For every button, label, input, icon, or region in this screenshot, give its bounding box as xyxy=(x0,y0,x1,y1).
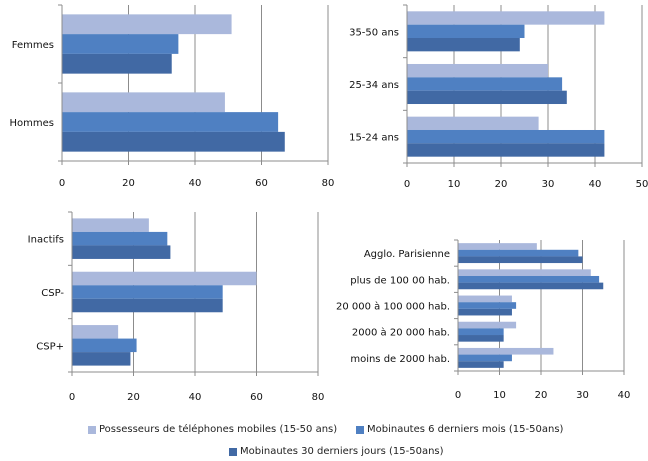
x-tick-label: 80 xyxy=(322,178,335,189)
x-tick-label: 20 xyxy=(127,392,140,403)
bar xyxy=(407,63,548,78)
legend-item-series2: Mobinautes 6 derniers mois (15-50ans) xyxy=(356,424,563,435)
legend-label-series3: Mobinautes 30 derniers jours (15-50ans) xyxy=(240,446,444,457)
bar xyxy=(407,90,567,105)
bar xyxy=(72,352,131,366)
x-tick-label: 10 xyxy=(448,179,461,190)
chart-gender: 0 20 40 60 80 Femmes Hommes xyxy=(10,4,335,189)
bar xyxy=(62,112,279,132)
legend-label-series1: Possesseurs de téléphones mobiles (15-50… xyxy=(99,424,338,435)
bar xyxy=(458,282,604,290)
x-tick-label: 0 xyxy=(69,392,75,403)
bar xyxy=(72,325,119,339)
category-label: 35-50 ans xyxy=(349,27,399,38)
bar xyxy=(458,354,512,362)
x-tick-label: 40 xyxy=(189,392,202,403)
bar xyxy=(407,143,605,157)
bar xyxy=(62,34,179,54)
bar xyxy=(458,243,537,250)
bar xyxy=(458,308,512,316)
bar xyxy=(407,129,605,144)
category-label: Agglo. Parisienne xyxy=(364,249,450,260)
bar xyxy=(407,116,539,130)
x-tick-label: 0 xyxy=(404,179,410,190)
legend-item-series3: Mobinautes 30 derniers jours (15-50ans) xyxy=(229,446,444,457)
chart-csp: 0 20 40 60 80 Inactifs CSP- CSP+ xyxy=(28,211,325,403)
legend-label-series2: Mobinautes 6 derniers mois (15-50ans) xyxy=(367,424,564,435)
x-tick-label: 20 xyxy=(122,178,135,189)
bar xyxy=(458,361,504,368)
x-tick-label: 60 xyxy=(250,392,263,403)
bar xyxy=(62,14,232,35)
bar xyxy=(72,218,149,232)
x-tick-label: 0 xyxy=(59,178,65,189)
bar xyxy=(72,245,171,259)
category-label: 25-34 ans xyxy=(349,80,399,91)
chart-agglomeration: 0 10 20 30 40 Agglo. Parisienne plus de 100 00… xyxy=(336,239,631,401)
x-tick-label: 20 xyxy=(495,179,508,190)
category-label: Hommes xyxy=(10,118,54,129)
legend-swatch-series2 xyxy=(356,425,364,434)
category-label: 15-24 ans xyxy=(349,133,399,144)
bar xyxy=(458,256,583,264)
x-tick-label: 40 xyxy=(189,178,202,189)
category-label: Inactifs xyxy=(28,235,64,246)
x-tick-label: 20 xyxy=(535,390,548,401)
x-tick-label: 40 xyxy=(618,390,631,401)
bar xyxy=(62,131,285,152)
bar xyxy=(62,53,172,74)
x-tick-label: 60 xyxy=(255,178,268,189)
x-tick-label: 30 xyxy=(576,390,589,401)
category-label: 20 000 à 100 000 hab. xyxy=(336,301,450,313)
bar xyxy=(458,328,504,336)
bar xyxy=(72,271,257,286)
bar xyxy=(407,11,605,25)
bar xyxy=(407,24,525,39)
category-label: CSP+ xyxy=(36,341,64,352)
bar xyxy=(458,249,579,257)
bar xyxy=(407,77,563,91)
legend-item-series1: Possesseurs de téléphones mobiles (15-50… xyxy=(88,424,337,435)
chart-age: 0 10 20 30 40 50 35-50 ans 25-34 ans 15-24 ans xyxy=(349,4,648,190)
bar xyxy=(72,285,223,299)
bar xyxy=(72,231,168,246)
x-tick-label: 50 xyxy=(636,179,648,190)
legend-swatch-series3 xyxy=(229,447,237,456)
category-label: moins de 2000 hab. xyxy=(350,354,450,365)
bar xyxy=(458,295,512,303)
x-tick-label: 80 xyxy=(312,392,325,403)
bar xyxy=(62,92,225,113)
bar xyxy=(72,298,223,313)
category-label: plus de 100 00 hab. xyxy=(350,275,450,286)
category-label: CSP- xyxy=(41,288,64,299)
bar xyxy=(407,38,520,52)
legend-swatch-series1 xyxy=(88,425,96,434)
bar xyxy=(458,275,600,283)
x-tick-label: 10 xyxy=(493,390,506,401)
x-tick-label: 0 xyxy=(455,390,461,401)
x-tick-label: 30 xyxy=(542,179,555,190)
bar xyxy=(458,269,591,276)
bar xyxy=(458,335,504,342)
category-label: 2000 à 20 000 hab. xyxy=(352,327,450,339)
bar xyxy=(458,321,517,329)
bar xyxy=(458,302,517,309)
x-tick-label: 40 xyxy=(589,179,602,190)
bar xyxy=(72,338,137,353)
bar xyxy=(458,347,554,355)
category-label: Femmes xyxy=(12,40,54,51)
